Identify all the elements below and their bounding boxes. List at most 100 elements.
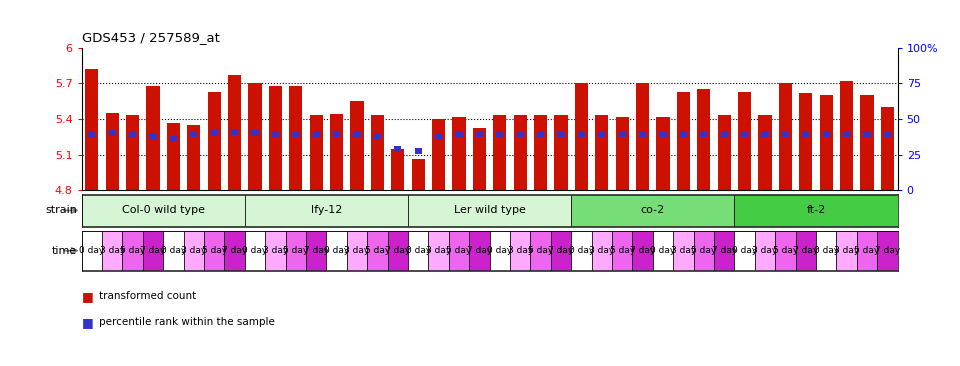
Bar: [225, 231, 245, 270]
Bar: [415, 148, 421, 154]
Bar: [102, 231, 123, 270]
Text: 0 day: 0 day: [324, 246, 349, 255]
Bar: [347, 231, 368, 270]
Bar: [472, 128, 486, 190]
Text: lfy-12: lfy-12: [311, 205, 342, 216]
Bar: [551, 231, 571, 270]
Bar: [843, 131, 851, 137]
Bar: [245, 195, 408, 226]
Bar: [653, 231, 673, 270]
Bar: [82, 231, 102, 270]
Bar: [163, 231, 183, 270]
Bar: [721, 131, 728, 137]
Bar: [571, 195, 734, 226]
Bar: [781, 131, 789, 137]
Bar: [657, 116, 670, 190]
Bar: [469, 231, 490, 270]
Text: 0 day: 0 day: [405, 246, 431, 255]
Text: Ler wild type: Ler wild type: [454, 205, 525, 216]
Text: 3 day: 3 day: [671, 246, 696, 255]
Bar: [823, 131, 829, 137]
Bar: [85, 69, 99, 190]
Bar: [677, 92, 690, 190]
Bar: [150, 134, 156, 140]
Text: 5 day: 5 day: [202, 246, 227, 255]
Bar: [309, 115, 323, 190]
Text: 7 day: 7 day: [222, 246, 248, 255]
Text: strain: strain: [45, 205, 77, 216]
Bar: [799, 93, 812, 190]
Bar: [857, 231, 877, 270]
Bar: [840, 81, 853, 190]
Bar: [697, 89, 710, 190]
Text: transformed count: transformed count: [99, 291, 196, 302]
Bar: [714, 231, 734, 270]
Text: 5 day: 5 day: [446, 246, 471, 255]
Text: 0 day: 0 day: [79, 246, 105, 255]
Bar: [82, 195, 245, 226]
Text: 0 day: 0 day: [487, 246, 513, 255]
Bar: [884, 131, 891, 137]
Bar: [126, 115, 139, 190]
Text: co-2: co-2: [640, 205, 665, 216]
Bar: [371, 115, 384, 190]
Bar: [612, 231, 633, 270]
Bar: [245, 231, 265, 270]
Bar: [123, 231, 143, 270]
Text: 5 day: 5 day: [610, 246, 635, 255]
Bar: [571, 231, 591, 270]
Bar: [741, 131, 748, 137]
Bar: [88, 131, 95, 137]
Text: 7 day: 7 day: [303, 246, 329, 255]
Bar: [231, 129, 238, 135]
Text: 3 day: 3 day: [263, 246, 288, 255]
Bar: [455, 131, 463, 137]
Bar: [496, 131, 503, 137]
Text: ■: ■: [82, 315, 93, 329]
Text: 3 day: 3 day: [100, 246, 125, 255]
Bar: [129, 131, 136, 137]
Bar: [190, 131, 198, 137]
Bar: [292, 131, 300, 137]
Bar: [333, 131, 340, 137]
Bar: [816, 231, 836, 270]
Bar: [408, 231, 428, 270]
Text: 7 day: 7 day: [630, 246, 656, 255]
Text: 7 day: 7 day: [875, 246, 900, 255]
Bar: [391, 149, 404, 190]
Bar: [761, 131, 769, 137]
Bar: [143, 231, 163, 270]
Bar: [228, 75, 241, 190]
Bar: [776, 231, 796, 270]
Bar: [694, 231, 714, 270]
Bar: [779, 83, 792, 190]
Bar: [286, 231, 306, 270]
Bar: [575, 83, 588, 190]
Text: 3 day: 3 day: [426, 246, 451, 255]
Text: 7 day: 7 day: [793, 246, 819, 255]
Text: 3 day: 3 day: [181, 246, 206, 255]
Text: 3 day: 3 day: [345, 246, 370, 255]
Text: 3 day: 3 day: [508, 246, 533, 255]
Bar: [639, 131, 646, 137]
Text: 5 day: 5 day: [691, 246, 716, 255]
Bar: [249, 83, 262, 190]
Bar: [820, 95, 833, 190]
Text: 7 day: 7 day: [385, 246, 411, 255]
Text: 3 day: 3 day: [589, 246, 614, 255]
Text: 3 day: 3 day: [753, 246, 778, 255]
Bar: [636, 83, 649, 190]
Bar: [408, 195, 571, 226]
Text: 5 day: 5 day: [528, 246, 553, 255]
Bar: [618, 131, 626, 137]
Text: 5 day: 5 day: [365, 246, 390, 255]
Bar: [373, 132, 381, 139]
Bar: [368, 231, 388, 270]
Bar: [108, 130, 116, 136]
Text: 3 day: 3 day: [834, 246, 859, 255]
Bar: [252, 130, 258, 136]
Bar: [207, 92, 221, 190]
Text: ■: ■: [82, 290, 93, 303]
Bar: [330, 114, 344, 190]
Bar: [673, 231, 693, 270]
